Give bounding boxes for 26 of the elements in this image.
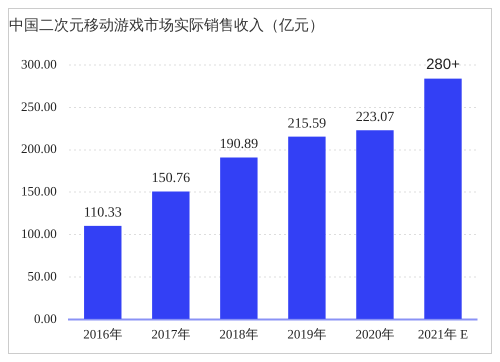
bar xyxy=(356,130,394,319)
data-label: 190.89 xyxy=(220,137,258,152)
y-tick-label: 250.00 xyxy=(21,98,57,114)
data-label: 150.76 xyxy=(152,171,190,186)
x-tick-label: 2017年 xyxy=(151,326,190,342)
y-tick-label: 300.00 xyxy=(21,56,57,72)
y-tick-label: 100.00 xyxy=(21,226,57,242)
x-tick-label: 2019年 xyxy=(287,326,326,342)
bar xyxy=(84,226,122,319)
x-tick-label: 2021年 E xyxy=(418,326,468,342)
y-tick-label: 200.00 xyxy=(21,141,57,156)
data-label: 110.33 xyxy=(84,206,122,221)
bar xyxy=(152,192,190,319)
bar xyxy=(220,158,258,319)
x-tick-label: 2018年 xyxy=(219,326,258,342)
y-tick-label: 0.00 xyxy=(34,310,57,326)
data-label: 215.59 xyxy=(288,116,326,132)
data-label: 223.07 xyxy=(356,110,394,125)
bar xyxy=(288,136,326,319)
y-tick-label: 50.00 xyxy=(28,268,57,284)
data-label: 280+ xyxy=(426,56,460,74)
chart-title: 中国二次元移动游戏市场实际销售收入（亿元） xyxy=(9,16,324,34)
x-tick-label: 2020年 xyxy=(355,326,394,342)
x-tick-label: 2016年 xyxy=(83,326,122,342)
y-tick-label: 150.00 xyxy=(21,184,57,199)
bar xyxy=(424,78,462,319)
